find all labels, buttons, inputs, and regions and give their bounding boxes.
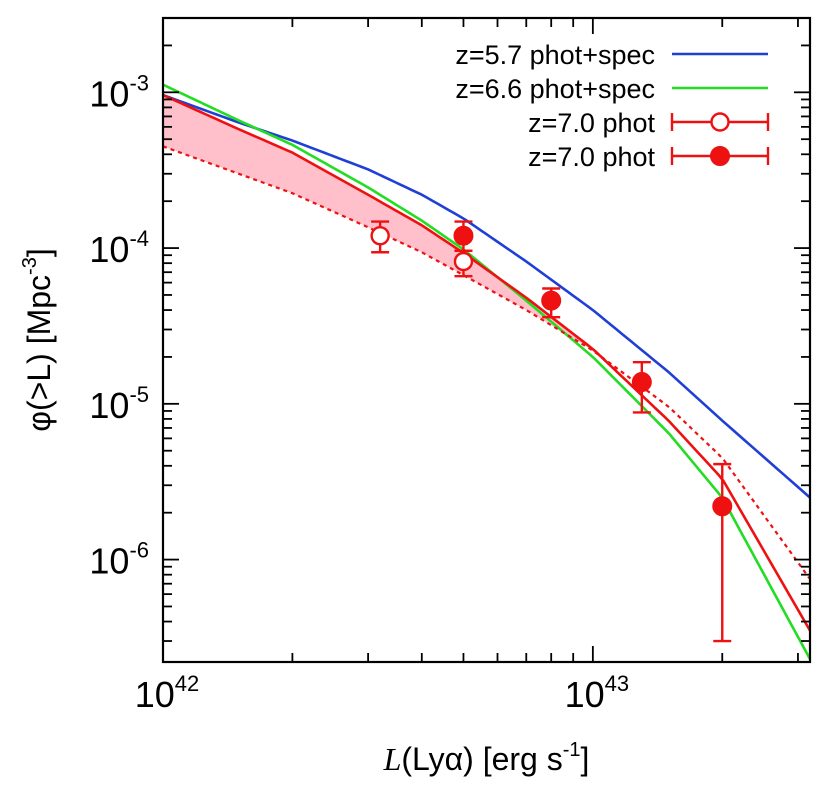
filled-marker <box>712 496 733 517</box>
plot-area <box>163 83 810 660</box>
legend-label: z=5.7 phot+spec <box>455 40 655 70</box>
y-axis-title-main: φ(>L) [Mpc <box>21 275 57 432</box>
legend-entry-3: z=7.0 phot <box>528 108 770 138</box>
y-tick-label-exponent: -5 <box>129 382 149 407</box>
legend-label: z=7.0 phot <box>528 108 655 138</box>
legend-entry-1: z=5.7 phot+spec <box>455 40 768 70</box>
legend: z=5.7 phot+spec z=6.6 phot+spec z=7.0 phot… <box>455 40 770 172</box>
x-axis-title-alpha: α <box>445 741 464 777</box>
y-tick-label-base: 10 <box>89 541 129 582</box>
plot-frame <box>161 16 812 664</box>
legend-filled-marker <box>710 146 730 166</box>
x-axis-title-unit: ) [erg s <box>463 741 563 777</box>
y-tick-label-1: 10-3 <box>89 70 149 114</box>
filled-point-4 <box>712 462 733 643</box>
x-axis-title-paren: (Ly <box>401 741 444 777</box>
x-tick-label-base: 10 <box>565 674 605 715</box>
y-tick-label-exponent: -6 <box>129 538 149 563</box>
series-z57-line <box>163 93 810 499</box>
y-axis-title-close: ] <box>21 248 57 257</box>
y-tick-label-exponent: -4 <box>129 226 149 251</box>
y-axis-title: φ(>L) [Mpc-3] <box>19 248 57 431</box>
filled-point-2 <box>541 287 562 319</box>
y-tick-label-base: 10 <box>89 229 129 270</box>
y-tick-label-2: 10-4 <box>89 226 149 270</box>
x-tick-label-base: 10 <box>135 674 175 715</box>
legend-entry-4: z=7.0 phot <box>528 142 770 172</box>
filled-marker <box>631 372 652 393</box>
open-marker <box>453 251 474 272</box>
legend-open-marker <box>710 112 730 132</box>
plot-clipped-group <box>163 83 810 660</box>
filled-point-1 <box>453 220 474 253</box>
filled-marker <box>541 290 562 311</box>
filled-marker <box>453 225 474 246</box>
y-tick-label-base: 10 <box>89 385 129 426</box>
y-tick-label-exponent: -3 <box>129 70 149 95</box>
legend-label: z=6.6 phot+spec <box>455 74 655 104</box>
open-marker <box>370 226 390 246</box>
legend-entry-2: z=6.6 phot+spec <box>455 74 768 104</box>
y-tick-label-4: 10-6 <box>89 538 149 582</box>
legend-label: z=7.0 phot <box>528 142 655 172</box>
x-axis-title-L: L <box>383 741 402 777</box>
y-tick-label-3: 10-5 <box>89 382 149 426</box>
x-tick-label-exponent: 43 <box>605 671 629 696</box>
open-point-1 <box>370 220 390 254</box>
y-axis-title-sup: -3 <box>19 257 41 275</box>
x-tick-label-1: 1042 <box>135 671 200 715</box>
x-axis-title: L(Lyα) [erg s-1] <box>383 739 590 777</box>
y-tick-label-base: 10 <box>89 73 129 114</box>
series-z70-upper-line <box>163 93 810 632</box>
x-tick-label-exponent: 42 <box>175 671 199 696</box>
x-axis-title-sup: -1 <box>563 739 581 761</box>
x-tick-label-2: 1043 <box>565 671 630 715</box>
filled-point-3 <box>631 361 652 414</box>
series-z70-lower-dotted-line <box>163 145 810 580</box>
x-axis-title-close: ] <box>581 741 590 777</box>
